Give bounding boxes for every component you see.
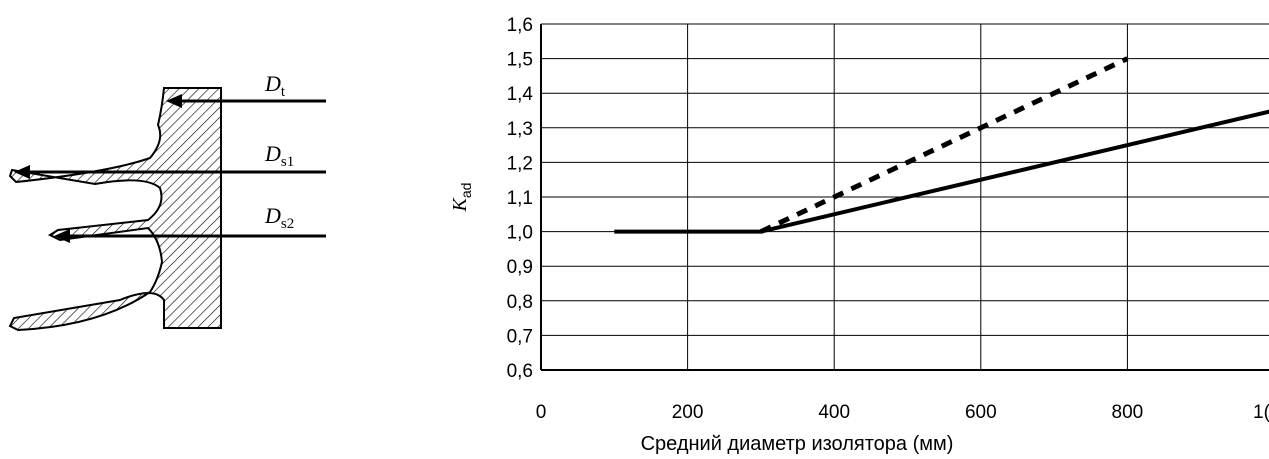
y-tick-labels: 0,6 0,7 0,8 0,9 1,0 1,1 1,2 1,3 1,4 1,5 1,6 (507, 15, 534, 382)
label-ds1-sub: s1 (281, 154, 294, 170)
x-tick-label: 1( (1253, 402, 1269, 423)
insulator-profile (8, 87, 222, 332)
arrowhead-ds1 (14, 165, 30, 179)
series-line-dashed (759, 56, 1129, 234)
label-dt-main: D (264, 71, 281, 96)
y-tick-label: 1,2 (507, 153, 533, 174)
y-tick-label: 1,6 (507, 15, 533, 36)
y-tick-label: 1,3 (507, 119, 533, 140)
label-ds2-sub: s2 (281, 216, 294, 232)
y-tick-label: 1,4 (507, 84, 534, 105)
y-tick-label: 1,0 (507, 223, 533, 244)
label-dt-sub: t (281, 84, 286, 100)
y-tick-label: 0,7 (507, 326, 533, 347)
x-tick-label: 800 (1112, 402, 1144, 423)
x-axis-title: Средний диаметр изолятора (мм) (641, 433, 954, 455)
series-line-solid (614, 109, 1269, 234)
series (614, 56, 1269, 234)
insulator-diagram: Dt Ds1 Ds2 (8, 71, 326, 332)
x-tick-labels: 0 200 400 600 800 1( (536, 402, 1269, 423)
label-ds2-main: D (264, 203, 281, 228)
y-axis-title-main: K (449, 196, 471, 212)
x-tick-label: 200 (672, 402, 704, 423)
label-dt: Dt (264, 71, 286, 100)
arrowhead-ds2 (54, 229, 70, 243)
y-tick-label: 0,6 (507, 361, 533, 382)
y-axis-title-sub: ad (458, 183, 474, 199)
y-tick-label: 0,9 (507, 257, 533, 278)
y-tick-label: 1,1 (507, 188, 533, 209)
label-ds2: Ds2 (264, 203, 294, 232)
x-tick-label: 400 (818, 402, 850, 423)
y-tick-label: 0,8 (507, 292, 533, 313)
x-tick-label: 0 (536, 402, 547, 423)
axes (540, 24, 1269, 371)
label-ds1-main: D (264, 141, 281, 166)
chart: 0,6 0,7 0,8 0,9 1,0 1,1 1,2 1,3 1,4 1,5 1,6 0 200 40… (449, 15, 1269, 455)
y-axis-title: Kad (449, 183, 474, 213)
x-tick-label: 600 (965, 402, 997, 423)
y-tick-label: 1,5 (507, 50, 533, 71)
arrowhead-dt (166, 94, 182, 108)
label-ds1: Ds1 (264, 141, 294, 170)
